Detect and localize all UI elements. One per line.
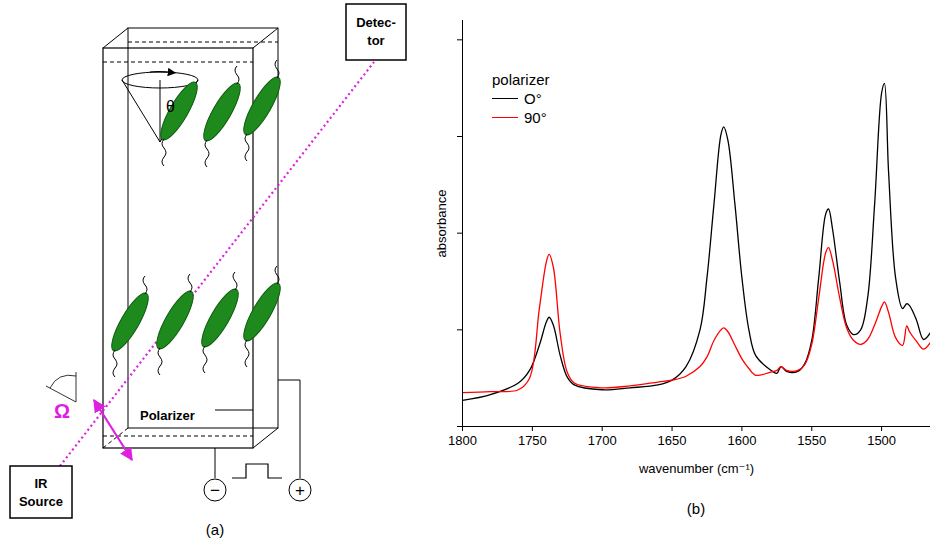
svg-text:Detec-: Detec-: [356, 15, 396, 30]
svg-text:absorbance: absorbance: [434, 190, 449, 258]
svg-text:wavenumber (cm⁻¹): wavenumber (cm⁻¹): [638, 461, 754, 476]
html-text:O°: O°: [524, 90, 542, 107]
svg-text:1600: 1600: [727, 433, 756, 448]
svg-text:1700: 1700: [588, 433, 617, 448]
svg-text:−: −: [210, 481, 220, 500]
svg-text:tor: tor: [367, 33, 384, 48]
svg-text:1750: 1750: [518, 433, 547, 448]
html-text:polarizer: polarizer: [492, 71, 550, 88]
svg-text:1500: 1500: [867, 433, 896, 448]
svg-text:Polarizer: Polarizer: [140, 408, 195, 423]
html-text:(b): (b): [686, 500, 706, 517]
svg-text:IR: IR: [35, 476, 49, 491]
svg-text:1550: 1550: [797, 433, 826, 448]
svg-text:Source: Source: [19, 494, 63, 509]
html-text:90°: 90°: [524, 109, 547, 126]
svg-text:1650: 1650: [658, 433, 687, 448]
svg-text:1800: 1800: [448, 433, 477, 448]
svg-text:Ω: Ω: [54, 400, 70, 422]
svg-text:θ: θ: [166, 98, 175, 115]
svg-text:+: +: [295, 481, 305, 500]
svg-text:(a): (a): [206, 521, 224, 538]
